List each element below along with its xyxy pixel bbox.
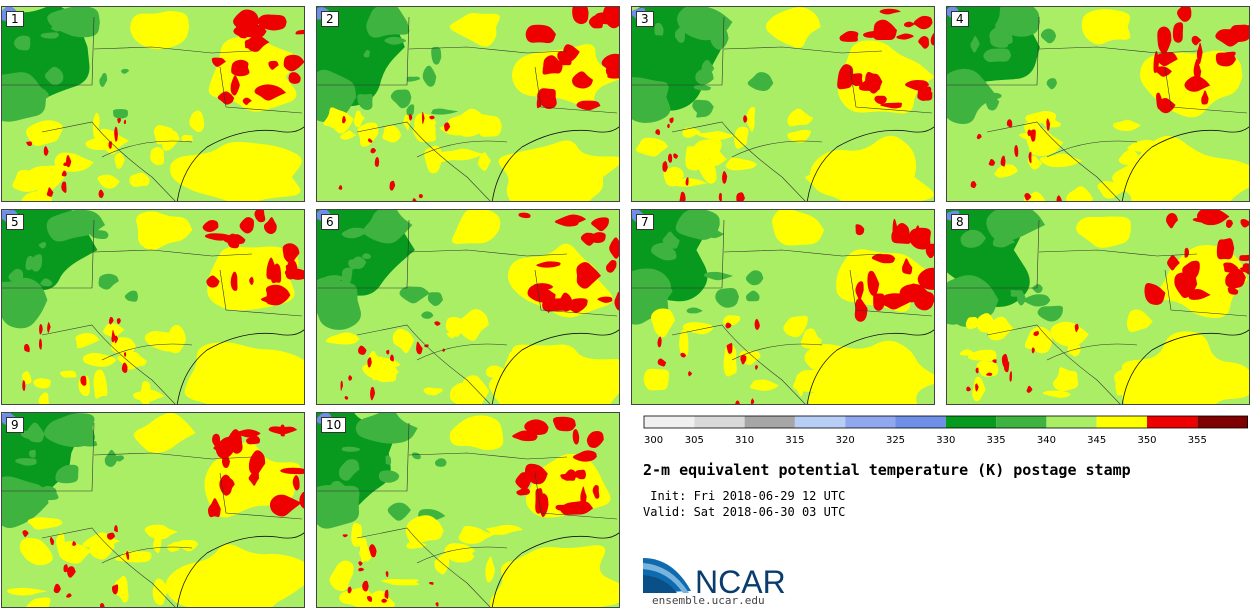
theta-e-map <box>947 7 1249 201</box>
member-number-label: 8 <box>951 214 969 230</box>
colorbar-swatch <box>1147 416 1198 428</box>
colorbar-outline <box>643 415 1248 429</box>
member-number-label: 9 <box>6 417 24 433</box>
ncar-logo: NCAR <box>643 558 786 595</box>
member-number-label: 7 <box>636 214 654 230</box>
member-number-label: 4 <box>951 11 969 27</box>
colorbar-tick-label: 335 <box>987 435 1006 446</box>
colorbar: 300 305 310 315 320 325 330 335 340 345 350 355 <box>643 415 1248 446</box>
colorbar-tick-label: 315 <box>785 435 804 446</box>
theta-e-map <box>2 210 304 404</box>
member-panel: 7 <box>631 209 935 405</box>
colorbar-tick-label: 310 <box>735 435 754 446</box>
theta-e-map <box>317 210 619 404</box>
valid-time: Valid: Sat 2018-06-30 03 UTC <box>643 505 846 519</box>
member-panel: 2 <box>316 6 620 202</box>
colorbar-swatch <box>845 416 896 428</box>
colorbar-swatch <box>895 416 946 428</box>
colorbar-swatch <box>1046 416 1097 428</box>
colorbar-swatch <box>694 416 745 428</box>
member-panel: 10 <box>316 412 620 608</box>
page-title: 2-m equivalent potential temperature (K)… <box>643 461 1131 479</box>
theta-e-map <box>317 413 619 607</box>
colorbar-tick-label: 305 <box>685 435 704 446</box>
member-number-label: 2 <box>321 11 339 27</box>
member-number-label: 3 <box>636 11 654 27</box>
colorbar-swatch <box>744 416 795 428</box>
colorbar-tick-label: 355 <box>1188 435 1207 446</box>
member-panel: 1 <box>1 6 305 202</box>
colorbar-swatch <box>1096 416 1147 428</box>
colorbar-tick-label: 300 <box>644 435 663 446</box>
member-panel: 5 <box>1 209 305 405</box>
theta-e-map <box>2 7 304 201</box>
member-number-label: 1 <box>6 11 24 27</box>
colorbar-swatch <box>1197 416 1248 428</box>
member-number-label: 10 <box>321 417 347 433</box>
colorbar-swatch <box>945 416 997 428</box>
theta-e-map <box>632 210 934 404</box>
theta-e-map <box>632 7 934 201</box>
colorbar-swatch <box>996 416 1047 428</box>
colorbar-tick-label: 320 <box>836 435 855 446</box>
member-panel: 9 <box>1 412 305 608</box>
member-number-label: 6 <box>321 214 339 230</box>
logo-text: NCAR <box>695 564 786 595</box>
logo-url: ensemble.ucar.edu <box>652 594 765 607</box>
theta-e-map <box>947 210 1249 404</box>
colorbar-tick-label: 345 <box>1087 435 1106 446</box>
member-panel: 3 <box>631 6 935 202</box>
init-time: Init: Fri 2018-06-29 12 UTC <box>643 489 846 503</box>
colorbar-tick-label: 340 <box>1037 435 1056 446</box>
colorbar-tick-label: 330 <box>936 435 955 446</box>
member-panel: 8 <box>946 209 1250 405</box>
colorbar-tick-label: 325 <box>886 435 905 446</box>
member-panel: 4 <box>946 6 1250 202</box>
theta-e-map <box>2 413 304 607</box>
theta-e-map <box>317 7 619 201</box>
member-number-label: 5 <box>6 214 24 230</box>
colorbar-tick-label: 350 <box>1137 435 1156 446</box>
member-panel: 6 <box>316 209 620 405</box>
colorbar-swatch <box>794 416 846 428</box>
colorbar-swatch <box>644 416 695 428</box>
